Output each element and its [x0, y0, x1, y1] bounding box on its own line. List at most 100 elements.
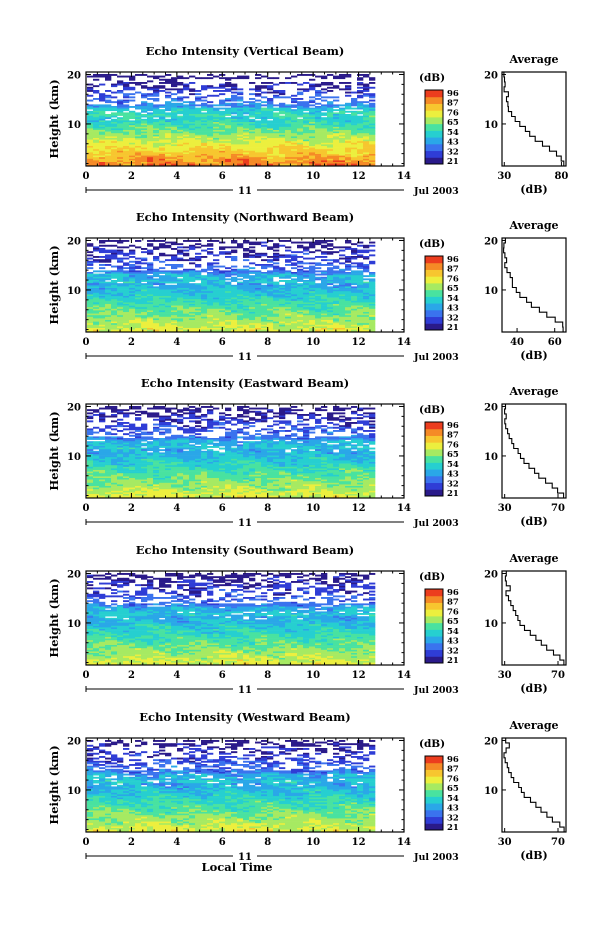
- heatmap-cell: [171, 123, 178, 126]
- heatmap-cell: [339, 291, 346, 294]
- heatmap-cell: [243, 162, 250, 164]
- heatmap-cell: [243, 270, 250, 273]
- heatmap-cell: [267, 133, 274, 136]
- heatmap-cell: [297, 270, 304, 273]
- heatmap-cell: [225, 152, 232, 155]
- heatmap-cell: [123, 257, 130, 260]
- heatmap-cell: [231, 154, 238, 156]
- heatmap-cell: [309, 125, 316, 128]
- heatmap-cell: [129, 144, 136, 147]
- heatmap-cell: [327, 299, 334, 302]
- heatmap-cell: [357, 74, 364, 76]
- heatmap-cell: [171, 152, 178, 155]
- heatmap-cell: [195, 123, 202, 126]
- heatmap-cell: [261, 278, 268, 281]
- heatmap-cell: [255, 134, 262, 137]
- heatmap-cell: [345, 278, 352, 281]
- heatmap-cell: [99, 117, 106, 120]
- heatmap-cell: [165, 299, 172, 302]
- heatmap-cell: [321, 320, 328, 322]
- heatmap-cell: [159, 425, 166, 428]
- heatmap-cell: [117, 241, 124, 244]
- heatmap-cell: [129, 130, 136, 132]
- heatmap-cell: [369, 307, 376, 310]
- heatmap-cell: [357, 82, 364, 84]
- heatmap-cell: [105, 101, 112, 104]
- heatmap-cell: [207, 297, 214, 300]
- heatmap-cell: [219, 304, 226, 306]
- heatmap-cell: [201, 418, 208, 421]
- heatmap-cell: [225, 147, 232, 150]
- heatmap-cell: [333, 125, 340, 128]
- heatmap-cell: [171, 80, 178, 83]
- heatmap-cell: [93, 410, 100, 413]
- heatmap-cell: [105, 104, 112, 107]
- heatmap-cell: [147, 118, 154, 121]
- heatmap-cell: [189, 142, 196, 145]
- heatmap-cell: [255, 273, 262, 276]
- heatmap-cell: [153, 406, 160, 408]
- heatmap-cell: [213, 307, 220, 310]
- heatmap-cell: [105, 406, 112, 408]
- heatmap-cell: [87, 130, 94, 132]
- heatmap-cell: [111, 141, 118, 144]
- heatmap-cell: [183, 240, 190, 242]
- heatmap-cell: [327, 273, 334, 276]
- heatmap-cell: [141, 128, 148, 131]
- heatmap-cell: [177, 123, 184, 126]
- heatmap-cell: [369, 313, 376, 316]
- heatmap-cell: [189, 126, 196, 129]
- heatmap-cell: [303, 296, 310, 298]
- heatmap-cell: [141, 300, 148, 303]
- heatmap-cell: [141, 149, 148, 152]
- heatmap-cell: [315, 106, 322, 108]
- heatmap-cell: [93, 106, 100, 108]
- heatmap-cell: [231, 305, 238, 308]
- heatmap-cell: [231, 288, 238, 290]
- heatmap-cell: [141, 123, 148, 126]
- heatmap-cell: [279, 292, 286, 295]
- colorbar-label: 87: [447, 99, 459, 109]
- heatmap-cell: [135, 294, 142, 297]
- heatmap-cell: [129, 131, 136, 134]
- heatmap-cell: [93, 321, 100, 324]
- heatmap-cell: [141, 323, 148, 326]
- heatmap-cell: [297, 128, 304, 131]
- heatmap-cell: [339, 158, 346, 161]
- heatmap-cell: [123, 316, 130, 319]
- heatmap-cell: [327, 326, 334, 329]
- heatmap-cell: [279, 407, 286, 410]
- heatmap-cell: [135, 162, 142, 164]
- heatmap-cell: [351, 412, 358, 415]
- heatmap-cell: [99, 147, 106, 150]
- heatmap-cell: [153, 152, 160, 155]
- heatmap-cell: [105, 288, 112, 290]
- heatmap-cell: [117, 318, 124, 321]
- heatmap-cell: [183, 323, 190, 326]
- heatmap-cell: [285, 264, 292, 266]
- heatmap-cell: [309, 136, 316, 139]
- heatmap-cell: [219, 122, 226, 124]
- heatmap-cell: [123, 409, 130, 412]
- heatmap-cell: [357, 139, 364, 142]
- colorbar-label: 65: [447, 284, 459, 294]
- heatmap-cell: [87, 117, 94, 120]
- heatmap-cell: [195, 288, 202, 290]
- heatmap-cell: [141, 316, 148, 319]
- heatmap-cell: [297, 106, 304, 108]
- heatmap-cell: [165, 128, 172, 131]
- heatmap-cell: [105, 300, 112, 303]
- heatmap-cell: [219, 77, 226, 80]
- heatmap-cell: [213, 310, 220, 313]
- heatmap-cell: [147, 272, 154, 274]
- heatmap-cell: [351, 316, 358, 319]
- heatmap-cell: [249, 276, 256, 279]
- heatmap-cell: [351, 422, 358, 424]
- heatmap-cell: [279, 254, 286, 257]
- heatmap-cell: [153, 94, 160, 97]
- heatmap-cell: [141, 248, 148, 250]
- heatmap-cell: [285, 323, 292, 326]
- heatmap-cell: [165, 431, 172, 434]
- heatmap-cell: [147, 146, 154, 148]
- heatmap-cell: [171, 125, 178, 128]
